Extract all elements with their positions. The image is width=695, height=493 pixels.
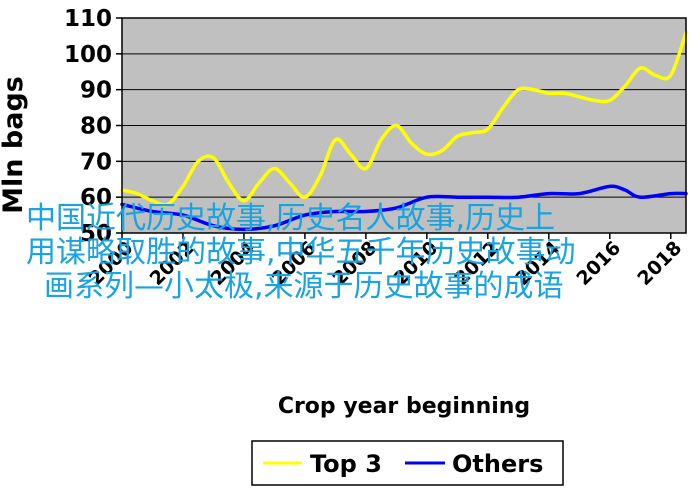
legend-label-top-3: Top 3 bbox=[310, 450, 382, 478]
y-tick-label: 70 bbox=[80, 149, 112, 175]
y-tick-label: 50 bbox=[80, 221, 112, 247]
y-tick-label: 90 bbox=[80, 78, 112, 104]
plot-area-group bbox=[120, 17, 688, 234]
series-line-top-3 bbox=[120, 30, 688, 207]
legend-label-others: Others bbox=[452, 450, 543, 478]
y-tick-label: 110 bbox=[64, 6, 112, 32]
x-axis-title: Crop year beginning bbox=[278, 394, 530, 419]
overlay-line-3: 画系列—小太极,来源于历史故事的成语 bbox=[44, 269, 564, 304]
y-axis-ticks: 50 60 70 80 90 100 110 bbox=[64, 6, 122, 247]
series-line-others bbox=[120, 184, 688, 232]
y-tick-label: 60 bbox=[80, 185, 112, 211]
legend: Top 3 Others bbox=[251, 440, 564, 486]
y-tick-label: 100 bbox=[64, 42, 112, 68]
overlay-watermark-text: 中国近代历史故事,历史名人故事,历史上 用谋略取胜的故事,中华五千年历史故事动 … bbox=[26, 201, 576, 304]
x-tick-label: 2016 bbox=[572, 237, 625, 290]
x-tick-label: 2018 bbox=[633, 237, 686, 290]
overlay-line-1: 中国近代历史故事,历史名人故事,历史上 bbox=[26, 201, 555, 236]
y-axis-title: Mln bags bbox=[0, 76, 29, 214]
overlay-line-2: 用谋略取胜的故事,中华五千年历史故事动 bbox=[26, 235, 576, 270]
y-tick-label: 80 bbox=[80, 114, 112, 140]
